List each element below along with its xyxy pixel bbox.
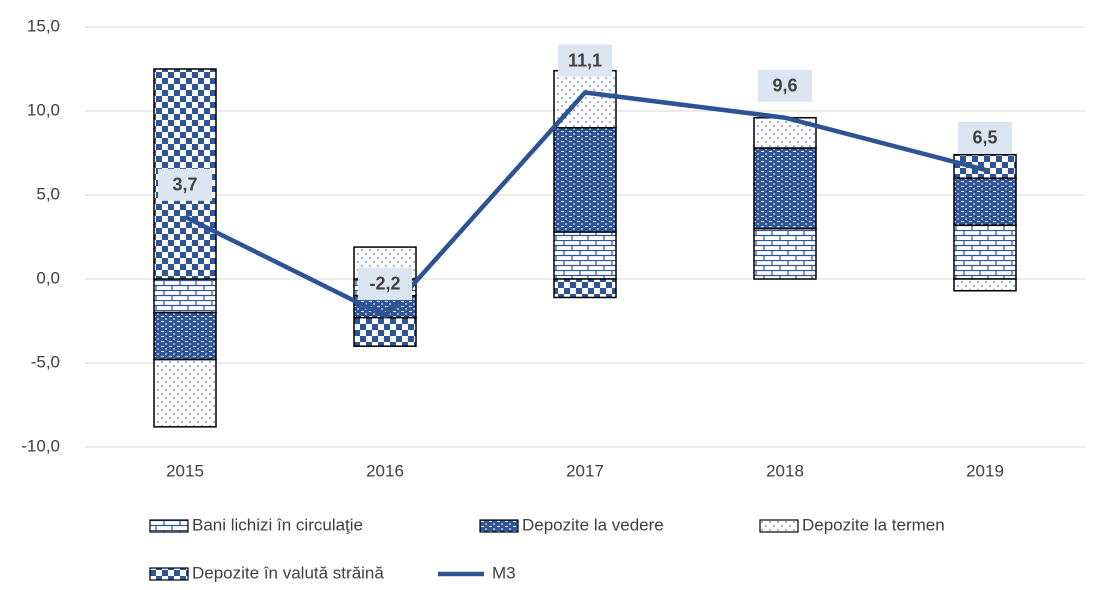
data-label: -2,2 [369,274,400,294]
y-tick-label: 0,0 [36,268,60,287]
bar-segment [553,278,617,299]
data-label-box [558,44,612,77]
legend-swatch [149,519,189,533]
bar-segment [753,227,817,280]
y-tick-label: -10,0 [21,436,60,455]
bar-segment [553,127,617,233]
bar-segment [553,231,617,280]
x-tick-label: 2019 [966,461,1004,480]
legend-swatch [479,519,519,533]
legend-label: M3 [492,563,516,582]
legend-label: Depozite la termen [802,515,945,534]
bar-segment [353,316,417,347]
data-label: 9,6 [772,75,797,95]
y-tick-label: 5,0 [36,184,60,203]
bar-segment [953,278,1017,292]
bar-segment [153,311,217,361]
legend-label: Depozite în valută străină [192,563,384,582]
data-label-box [158,168,212,201]
y-tick-label: 10,0 [27,100,60,119]
x-tick-label: 2016 [366,461,404,480]
bar-segment [953,224,1017,280]
bar-segment [953,177,1017,226]
data-label-box [758,69,812,102]
legend-swatch [759,519,799,533]
line [184,90,986,319]
legend-swatch [149,567,189,581]
y-tick-label: -5,0 [31,352,60,371]
x-tick-label: 2018 [766,461,804,480]
x-tick-label: 2017 [566,461,604,480]
bar-segment [753,147,817,230]
bar-segment [153,358,217,428]
bar-segment [153,278,217,314]
y-tick-label: 15,0 [27,16,60,35]
data-label: 11,1 [568,50,602,70]
bar-segment [953,153,1017,179]
data-label-box [958,121,1012,154]
legend-label: Depozite la vedere [522,515,664,534]
x-tick-label: 2015 [166,461,204,480]
data-label: 6,5 [972,128,997,148]
legend-label: Bani lichizi în circulaţie [192,515,363,534]
data-label-box [358,267,412,300]
data-label: 3,7 [172,175,197,195]
